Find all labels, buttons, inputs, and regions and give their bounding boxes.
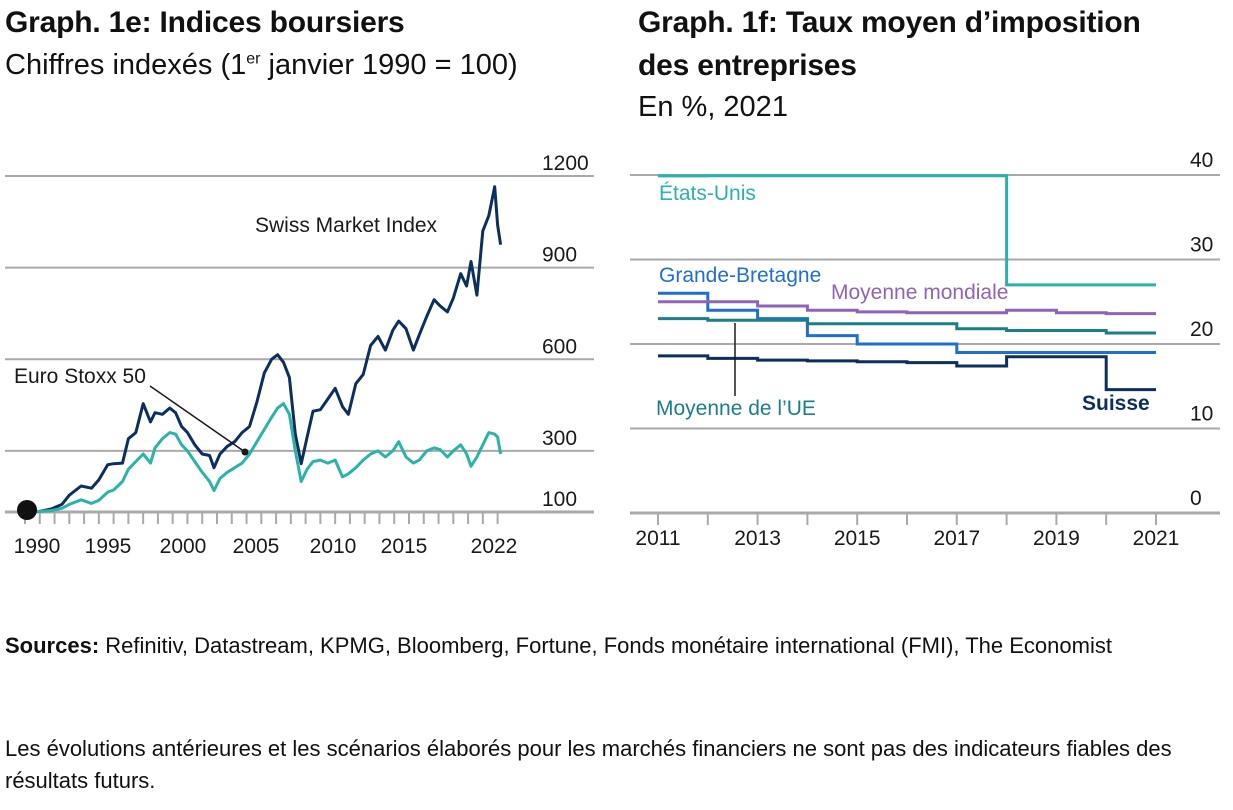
x-tick-label: 2013 xyxy=(734,527,781,550)
y-tick-label: 20 xyxy=(1190,318,1213,341)
series-line-moyenne-ue xyxy=(658,317,1156,335)
y-tick-label: 40 xyxy=(1190,149,1213,172)
x-tick-label: 2015 xyxy=(381,535,428,558)
x-tick-label: 2017 xyxy=(933,527,980,550)
series-label-suisse: Suisse xyxy=(1082,392,1150,415)
series-line-etats-unis xyxy=(658,174,1156,287)
right-chart-title-line2: des entreprises xyxy=(638,49,857,82)
series-line-moyenne-mondiale xyxy=(658,300,1156,316)
x-tick-label: 1990 xyxy=(14,535,61,558)
disclaimer-note: Les évolutions antérieures et les scénar… xyxy=(5,736,1172,793)
start-marker-dot xyxy=(17,500,37,520)
series-line-grande-bretagne xyxy=(658,291,1156,354)
sources-text: Refinitiv, Datastream, KPMG, Bloomberg, … xyxy=(99,633,1112,658)
x-tick-label: 1995 xyxy=(85,535,132,558)
sources-note: Sources: Refinitiv, Datastream, KPMG, Bl… xyxy=(5,630,1205,662)
x-tick-label: 2000 xyxy=(160,535,207,558)
left-subtitle-sup: er xyxy=(246,50,261,68)
label-leader-line xyxy=(149,385,246,453)
left-subtitle-text-end: janvier 1990 = 100) xyxy=(260,49,518,81)
series-label-euro-stoxx: Euro Stoxx 50 xyxy=(14,365,146,388)
y-tick-label: 300 xyxy=(542,427,577,450)
series-label-moyenne-mondiale: Moyenne mondiale xyxy=(831,281,1008,304)
series-line-smi xyxy=(24,185,503,514)
x-tick-label: 2010 xyxy=(310,535,357,558)
x-tick-label: 2005 xyxy=(233,535,280,558)
right-chart: 0 10 20 30 40 2011 2013 2015 2017 2019 2021 États-U… xyxy=(630,149,1220,550)
label-leader-dot xyxy=(241,448,249,456)
left-subtitle-text: Chiffres indexés (1 xyxy=(5,49,247,81)
series-label-moyenne-ue: Moyenne de l’UE xyxy=(656,397,816,420)
x-tick-label: 2021 xyxy=(1133,527,1180,550)
left-chart-title: Graph. 1e: Indices boursiers xyxy=(5,6,405,39)
y-tick-label: 0 xyxy=(1190,487,1202,510)
y-tick-label: 10 xyxy=(1190,403,1213,426)
y-tick-label: 100 xyxy=(542,488,577,511)
right-chart-subtitle: En %, 2021 xyxy=(638,91,788,123)
left-chart-subtitle: Chiffres indexés (1er janvier 1990 = 100… xyxy=(5,51,518,80)
x-tick-label: 2019 xyxy=(1033,527,1080,550)
series-label-grande-bretagne: Grande-Bretagne xyxy=(659,264,821,287)
y-tick-label: 1200 xyxy=(542,152,589,175)
series-line-suisse xyxy=(658,354,1156,392)
x-tick-label: 2015 xyxy=(834,527,881,550)
sources-label: Sources: xyxy=(5,633,100,658)
right-chart-title-line1: Graph. 1f: Taux moyen d’imposition xyxy=(638,6,1141,39)
x-tick-label: 2022 xyxy=(471,535,518,558)
left-chart: 100 300 600 900 1200 1990 1995 2000 2005 2010 2015… xyxy=(5,152,594,558)
series-line-euro-stoxx xyxy=(24,402,503,514)
y-tick-label: 600 xyxy=(542,335,577,358)
x-tick-label: 2011 xyxy=(635,527,680,550)
series-label-smi: Swiss Market Index xyxy=(255,214,438,237)
series-label-etats-unis: États-Unis xyxy=(659,182,756,205)
y-tick-label: 900 xyxy=(542,244,577,267)
y-tick-label: 30 xyxy=(1190,234,1213,257)
